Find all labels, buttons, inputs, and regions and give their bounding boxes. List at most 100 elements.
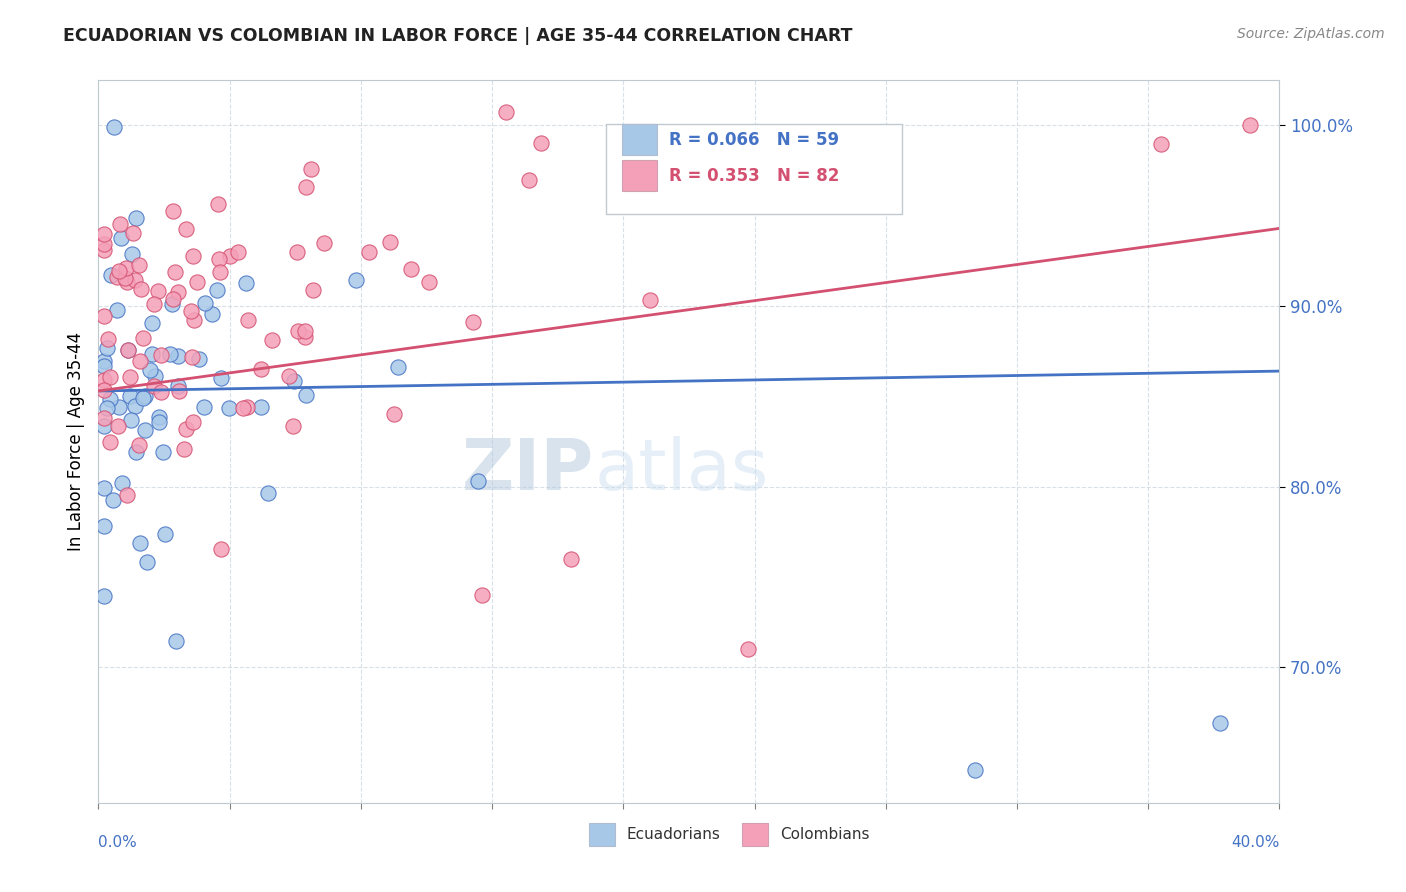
Point bbox=[201, 307, 224, 321]
Point bbox=[120, 370, 142, 384]
Point bbox=[117, 343, 139, 357]
Point bbox=[218, 401, 240, 416]
Point bbox=[143, 297, 166, 311]
Point bbox=[105, 302, 128, 317]
Point bbox=[181, 415, 204, 429]
Point bbox=[236, 401, 259, 415]
Point bbox=[101, 493, 124, 508]
Point bbox=[93, 383, 115, 397]
Text: Colombians: Colombians bbox=[780, 827, 869, 842]
Y-axis label: In Labor Force | Age 35-44: In Labor Force | Age 35-44 bbox=[66, 332, 84, 551]
Point bbox=[209, 370, 232, 384]
Point bbox=[312, 235, 335, 250]
Point bbox=[128, 438, 150, 452]
Point bbox=[128, 258, 150, 272]
Point bbox=[299, 161, 322, 176]
Point bbox=[560, 552, 582, 566]
Point bbox=[93, 590, 115, 604]
Point bbox=[219, 249, 242, 263]
Text: atlas: atlas bbox=[595, 436, 769, 505]
Point bbox=[226, 245, 249, 260]
Point bbox=[121, 226, 143, 240]
Point bbox=[207, 283, 229, 297]
Point bbox=[129, 282, 152, 296]
Point bbox=[108, 264, 131, 278]
Point bbox=[762, 192, 785, 206]
Point bbox=[93, 418, 115, 433]
Point bbox=[277, 369, 299, 384]
Point bbox=[124, 273, 146, 287]
Point bbox=[387, 359, 409, 374]
Text: R = 0.066   N = 59: R = 0.066 N = 59 bbox=[669, 130, 839, 149]
Point bbox=[344, 273, 367, 287]
Point bbox=[183, 312, 205, 326]
Point bbox=[153, 527, 176, 541]
Point bbox=[143, 379, 166, 393]
Point bbox=[128, 535, 150, 549]
Point bbox=[125, 445, 148, 459]
Point bbox=[180, 304, 202, 318]
Point bbox=[167, 349, 190, 363]
Point bbox=[260, 334, 283, 348]
Point bbox=[167, 379, 190, 393]
Point bbox=[96, 401, 118, 416]
Point bbox=[418, 275, 440, 289]
Point bbox=[173, 442, 195, 456]
Point bbox=[207, 197, 229, 211]
Point bbox=[108, 217, 131, 231]
Point bbox=[141, 346, 163, 360]
Point bbox=[115, 488, 138, 502]
Text: Source: ZipAtlas.com: Source: ZipAtlas.com bbox=[1237, 27, 1385, 41]
Point bbox=[93, 244, 115, 258]
Point bbox=[124, 399, 146, 413]
Point bbox=[93, 481, 115, 495]
Point bbox=[120, 413, 142, 427]
Text: Ecuadorians: Ecuadorians bbox=[626, 827, 720, 842]
Point bbox=[180, 351, 202, 365]
Point bbox=[110, 476, 132, 491]
FancyBboxPatch shape bbox=[742, 823, 768, 847]
Point bbox=[129, 354, 152, 368]
Point bbox=[143, 368, 166, 383]
Point bbox=[176, 422, 198, 436]
Point bbox=[93, 410, 115, 425]
Point bbox=[194, 296, 217, 310]
Point bbox=[148, 409, 170, 424]
Point bbox=[737, 642, 759, 657]
Point bbox=[249, 400, 271, 414]
Point bbox=[186, 275, 208, 289]
Point bbox=[295, 388, 318, 402]
FancyBboxPatch shape bbox=[589, 823, 614, 847]
Point bbox=[114, 260, 136, 275]
Point bbox=[283, 418, 305, 433]
Point bbox=[638, 293, 661, 308]
Point bbox=[165, 634, 187, 648]
Point bbox=[149, 348, 172, 362]
Point bbox=[188, 351, 211, 366]
Point bbox=[285, 245, 308, 260]
Point bbox=[150, 384, 173, 399]
Point bbox=[100, 369, 122, 384]
Point bbox=[193, 400, 215, 414]
Point bbox=[1150, 136, 1173, 151]
Point bbox=[110, 231, 132, 245]
Point bbox=[467, 474, 489, 488]
Point bbox=[208, 265, 231, 279]
Point bbox=[100, 268, 122, 282]
Point bbox=[134, 389, 156, 403]
Point bbox=[399, 262, 422, 277]
Point bbox=[93, 518, 115, 533]
Point bbox=[530, 136, 553, 151]
Point bbox=[131, 330, 153, 344]
Point bbox=[174, 222, 197, 236]
Point bbox=[93, 353, 115, 368]
Point bbox=[461, 315, 484, 329]
Point bbox=[107, 400, 129, 414]
Point bbox=[93, 236, 115, 251]
Point bbox=[103, 120, 125, 134]
Point bbox=[167, 384, 190, 398]
Point bbox=[141, 316, 163, 330]
Point bbox=[283, 374, 305, 388]
Point bbox=[209, 541, 232, 556]
Point bbox=[963, 763, 986, 777]
